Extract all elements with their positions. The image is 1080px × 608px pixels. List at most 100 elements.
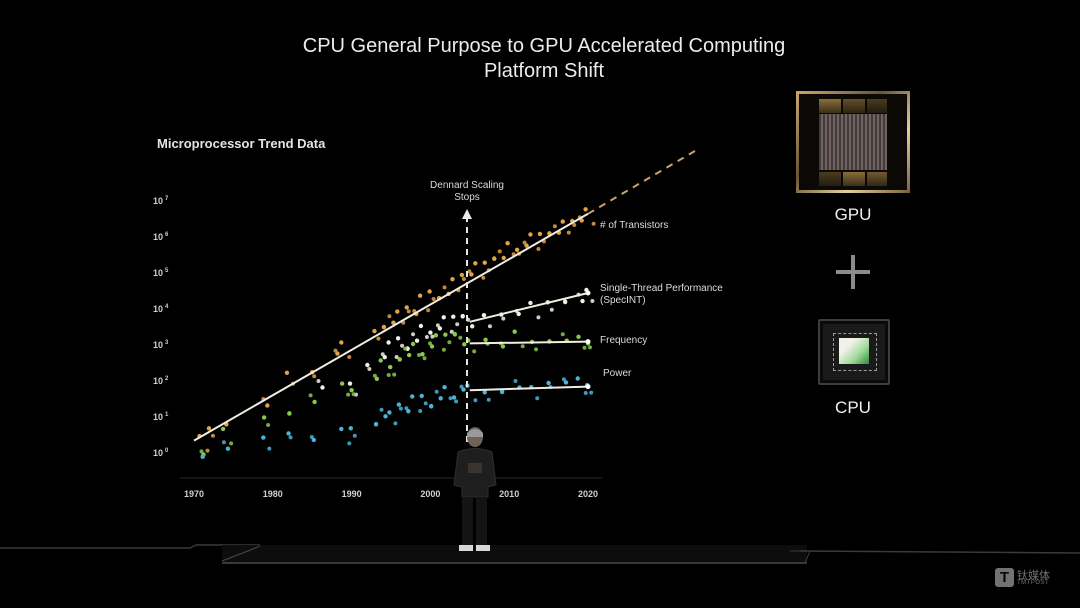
data-point xyxy=(410,341,416,347)
data-point xyxy=(382,355,387,360)
data-point xyxy=(394,355,399,359)
y-tick-label: 10 2 xyxy=(153,376,169,386)
data-point xyxy=(429,404,434,409)
data-point xyxy=(591,221,596,226)
data-point xyxy=(387,410,392,415)
data-point xyxy=(462,342,467,347)
data-point xyxy=(349,388,354,393)
data-point xyxy=(229,441,234,446)
data-point xyxy=(516,311,521,317)
data-point xyxy=(381,325,386,330)
data-point xyxy=(312,399,317,405)
y-tick-label: 10 6 xyxy=(153,232,169,242)
data-point xyxy=(536,315,541,320)
chart-heading: Microprocessor Trend Data xyxy=(157,136,326,151)
data-point xyxy=(383,414,388,419)
data-point xyxy=(459,384,464,389)
data-point xyxy=(575,376,580,381)
data-point xyxy=(347,381,353,386)
data-point xyxy=(438,396,443,401)
watermark-english: TMTPOST xyxy=(1017,580,1050,586)
logo-glyph: T xyxy=(999,569,1010,586)
data-point xyxy=(589,390,594,395)
data-point xyxy=(514,247,520,252)
data-point xyxy=(492,257,497,261)
data-point xyxy=(393,421,398,426)
data-point xyxy=(398,406,403,411)
data-point xyxy=(423,401,428,406)
cpu-chip-image xyxy=(818,319,890,385)
legend-power: Power xyxy=(603,368,632,379)
y-tick-label: 10 3 xyxy=(153,340,169,350)
data-point xyxy=(501,255,506,261)
data-point xyxy=(435,323,440,328)
data-point xyxy=(481,275,486,280)
data-point xyxy=(500,390,505,395)
data-point xyxy=(286,431,291,436)
data-point xyxy=(316,379,321,383)
data-point xyxy=(428,330,433,335)
data-point xyxy=(387,314,392,319)
data-point xyxy=(454,399,459,404)
data-point xyxy=(267,446,272,451)
cpu-label: CPU xyxy=(835,398,871,417)
data-point xyxy=(482,260,487,265)
data-point xyxy=(472,349,477,354)
data-point xyxy=(200,455,205,459)
data-point xyxy=(265,403,270,408)
data-point xyxy=(459,272,465,278)
data-point xyxy=(422,356,427,361)
data-point xyxy=(395,309,400,314)
data-point xyxy=(588,345,592,350)
data-point xyxy=(482,390,487,395)
stage-floor xyxy=(0,544,1080,564)
data-point xyxy=(528,232,533,237)
data-point xyxy=(441,347,446,352)
data-point xyxy=(426,308,431,313)
dennard-annotation: Dennard Scaling Stops xyxy=(417,180,517,204)
data-point xyxy=(199,449,204,454)
data-point xyxy=(590,299,595,303)
gpu-chip-image xyxy=(796,91,910,193)
data-point xyxy=(206,426,212,431)
trend-line xyxy=(469,292,589,323)
data-point xyxy=(524,243,529,248)
data-point xyxy=(566,230,571,235)
data-point xyxy=(535,396,540,401)
data-point xyxy=(320,385,325,390)
y-tick-label: 10 4 xyxy=(153,304,169,314)
data-point xyxy=(365,362,370,368)
data-point xyxy=(450,277,455,282)
data-point xyxy=(411,332,416,337)
gpu-die xyxy=(819,114,887,170)
data-point xyxy=(352,433,357,438)
presenter-figure xyxy=(453,427,497,551)
data-point xyxy=(583,391,588,395)
data-point xyxy=(348,426,353,431)
data-point xyxy=(481,313,487,318)
data-point xyxy=(418,323,424,329)
trend-line xyxy=(193,212,589,442)
data-point xyxy=(513,379,518,383)
dennard-scaling-marker xyxy=(462,209,472,442)
trend-lines xyxy=(193,148,699,442)
data-point xyxy=(406,309,411,314)
data-point xyxy=(424,335,429,339)
cpu-core xyxy=(839,338,869,364)
data-point xyxy=(469,272,474,277)
data-point xyxy=(418,409,423,413)
tmtpost-logo-icon xyxy=(995,568,1014,587)
data-point xyxy=(467,269,472,274)
data-point xyxy=(311,437,316,443)
data-point xyxy=(455,322,460,327)
data-point xyxy=(452,332,457,337)
data-point xyxy=(500,344,506,349)
data-point xyxy=(582,345,587,350)
data-point xyxy=(412,309,417,313)
y-tick-label: 10 5 xyxy=(153,268,169,278)
data-point xyxy=(312,374,317,379)
legend-transistors: # of Transistors xyxy=(600,220,669,231)
data-point xyxy=(347,355,352,359)
data-point xyxy=(520,344,525,349)
